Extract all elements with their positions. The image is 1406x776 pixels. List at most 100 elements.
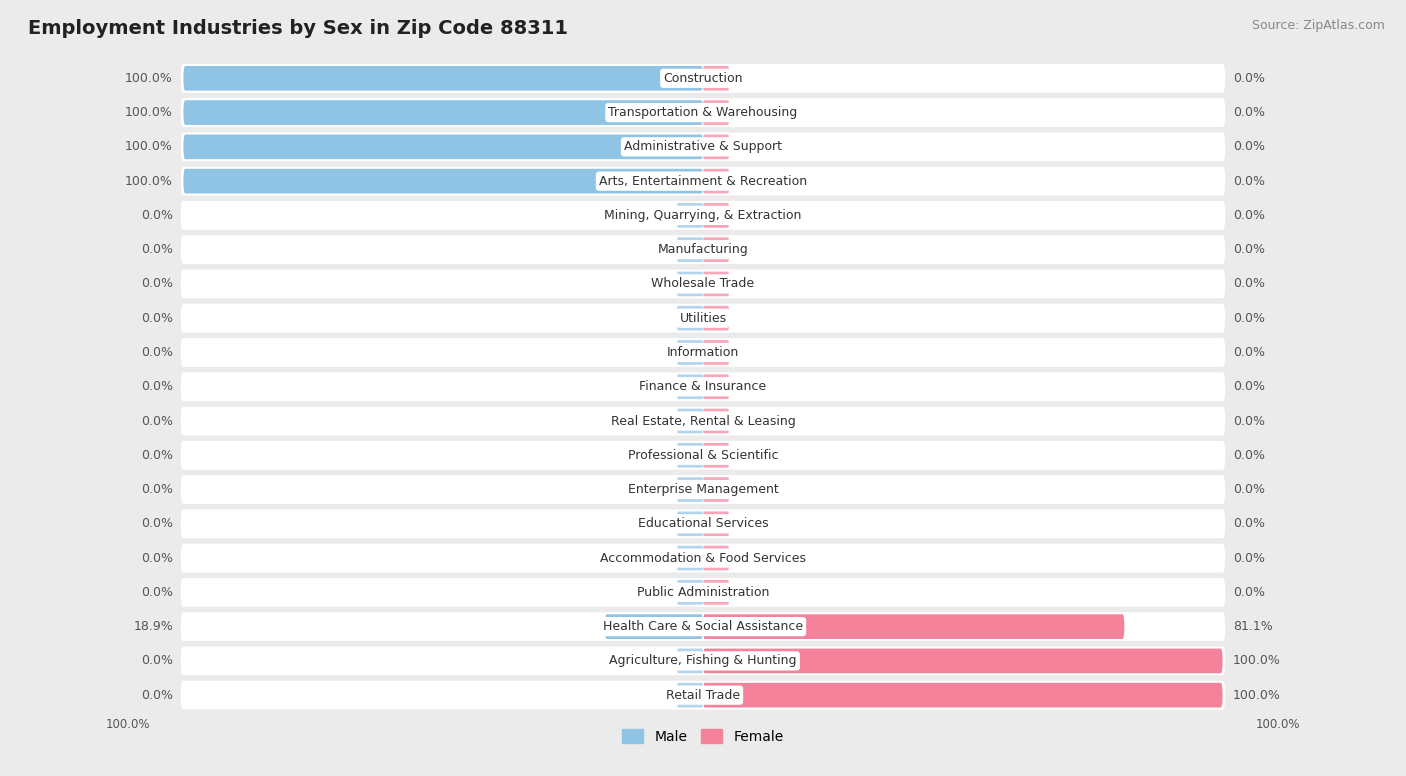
Text: 0.0%: 0.0%: [141, 243, 173, 256]
Text: 0.0%: 0.0%: [1233, 106, 1265, 119]
FancyBboxPatch shape: [181, 372, 1225, 401]
FancyBboxPatch shape: [181, 509, 1225, 539]
FancyBboxPatch shape: [703, 272, 728, 296]
FancyBboxPatch shape: [703, 443, 728, 468]
Text: Mining, Quarrying, & Extraction: Mining, Quarrying, & Extraction: [605, 209, 801, 222]
FancyBboxPatch shape: [703, 169, 728, 193]
Text: 100.0%: 100.0%: [125, 175, 173, 188]
FancyBboxPatch shape: [183, 100, 703, 125]
Text: 100.0%: 100.0%: [1233, 688, 1281, 702]
FancyBboxPatch shape: [605, 615, 703, 639]
Text: 0.0%: 0.0%: [1233, 552, 1265, 565]
FancyBboxPatch shape: [181, 544, 1225, 573]
Text: 0.0%: 0.0%: [141, 483, 173, 496]
FancyBboxPatch shape: [678, 374, 703, 399]
Text: 100.0%: 100.0%: [125, 140, 173, 154]
Text: 0.0%: 0.0%: [141, 688, 173, 702]
Text: 0.0%: 0.0%: [1233, 346, 1265, 359]
FancyBboxPatch shape: [181, 441, 1225, 469]
FancyBboxPatch shape: [183, 169, 703, 193]
Text: Source: ZipAtlas.com: Source: ZipAtlas.com: [1251, 19, 1385, 33]
Text: Information: Information: [666, 346, 740, 359]
Text: 100.0%: 100.0%: [1256, 718, 1301, 731]
FancyBboxPatch shape: [703, 511, 728, 536]
Text: 0.0%: 0.0%: [141, 414, 173, 428]
Text: 0.0%: 0.0%: [1233, 380, 1265, 393]
Text: Administrative & Support: Administrative & Support: [624, 140, 782, 154]
FancyBboxPatch shape: [181, 612, 1225, 641]
FancyBboxPatch shape: [703, 237, 728, 262]
FancyBboxPatch shape: [183, 134, 703, 159]
Text: 0.0%: 0.0%: [1233, 312, 1265, 324]
Text: Health Care & Social Assistance: Health Care & Social Assistance: [603, 620, 803, 633]
Text: 0.0%: 0.0%: [1233, 175, 1265, 188]
Text: 81.1%: 81.1%: [1233, 620, 1272, 633]
Text: 0.0%: 0.0%: [141, 209, 173, 222]
Text: 0.0%: 0.0%: [1233, 243, 1265, 256]
FancyBboxPatch shape: [703, 134, 728, 159]
FancyBboxPatch shape: [181, 681, 1225, 709]
FancyBboxPatch shape: [703, 477, 728, 502]
Text: 18.9%: 18.9%: [134, 620, 173, 633]
Text: 0.0%: 0.0%: [1233, 72, 1265, 85]
Text: 0.0%: 0.0%: [141, 312, 173, 324]
FancyBboxPatch shape: [703, 649, 1223, 674]
FancyBboxPatch shape: [703, 100, 728, 125]
FancyBboxPatch shape: [678, 443, 703, 468]
Text: Transportation & Warehousing: Transportation & Warehousing: [609, 106, 797, 119]
FancyBboxPatch shape: [678, 272, 703, 296]
Text: Finance & Insurance: Finance & Insurance: [640, 380, 766, 393]
Text: 0.0%: 0.0%: [141, 654, 173, 667]
Text: Employment Industries by Sex in Zip Code 88311: Employment Industries by Sex in Zip Code…: [28, 19, 568, 38]
Text: Enterprise Management: Enterprise Management: [627, 483, 779, 496]
FancyBboxPatch shape: [703, 580, 728, 605]
FancyBboxPatch shape: [703, 203, 728, 227]
Text: 0.0%: 0.0%: [1233, 140, 1265, 154]
Text: Accommodation & Food Services: Accommodation & Food Services: [600, 552, 806, 565]
FancyBboxPatch shape: [181, 269, 1225, 298]
FancyBboxPatch shape: [181, 99, 1225, 127]
Text: 0.0%: 0.0%: [141, 552, 173, 565]
FancyBboxPatch shape: [181, 133, 1225, 161]
FancyBboxPatch shape: [678, 683, 703, 708]
Text: 0.0%: 0.0%: [1233, 518, 1265, 530]
FancyBboxPatch shape: [703, 340, 728, 365]
FancyBboxPatch shape: [703, 546, 728, 570]
Text: 0.0%: 0.0%: [141, 380, 173, 393]
Text: Construction: Construction: [664, 72, 742, 85]
FancyBboxPatch shape: [678, 306, 703, 331]
FancyBboxPatch shape: [678, 580, 703, 605]
Text: Arts, Entertainment & Recreation: Arts, Entertainment & Recreation: [599, 175, 807, 188]
Text: 0.0%: 0.0%: [141, 518, 173, 530]
FancyBboxPatch shape: [181, 475, 1225, 504]
Text: 0.0%: 0.0%: [141, 449, 173, 462]
Legend: Male, Female: Male, Female: [617, 723, 789, 750]
Text: 0.0%: 0.0%: [141, 346, 173, 359]
Text: Retail Trade: Retail Trade: [666, 688, 740, 702]
Text: Agriculture, Fishing & Hunting: Agriculture, Fishing & Hunting: [609, 654, 797, 667]
FancyBboxPatch shape: [678, 237, 703, 262]
Text: Real Estate, Rental & Leasing: Real Estate, Rental & Leasing: [610, 414, 796, 428]
FancyBboxPatch shape: [703, 374, 728, 399]
Text: 0.0%: 0.0%: [1233, 483, 1265, 496]
Text: 0.0%: 0.0%: [1233, 209, 1265, 222]
Text: Educational Services: Educational Services: [638, 518, 768, 530]
Text: 100.0%: 100.0%: [125, 106, 173, 119]
Text: 100.0%: 100.0%: [1233, 654, 1281, 667]
FancyBboxPatch shape: [181, 338, 1225, 367]
Text: Wholesale Trade: Wholesale Trade: [651, 278, 755, 290]
Text: Manufacturing: Manufacturing: [658, 243, 748, 256]
Text: 0.0%: 0.0%: [1233, 278, 1265, 290]
Text: 0.0%: 0.0%: [141, 586, 173, 599]
Text: Utilities: Utilities: [679, 312, 727, 324]
FancyBboxPatch shape: [181, 407, 1225, 435]
FancyBboxPatch shape: [703, 615, 1125, 639]
Text: 100.0%: 100.0%: [125, 72, 173, 85]
FancyBboxPatch shape: [678, 649, 703, 674]
FancyBboxPatch shape: [703, 683, 1223, 708]
FancyBboxPatch shape: [703, 66, 728, 91]
Text: Professional & Scientific: Professional & Scientific: [627, 449, 779, 462]
FancyBboxPatch shape: [678, 203, 703, 227]
FancyBboxPatch shape: [181, 201, 1225, 230]
FancyBboxPatch shape: [181, 235, 1225, 264]
